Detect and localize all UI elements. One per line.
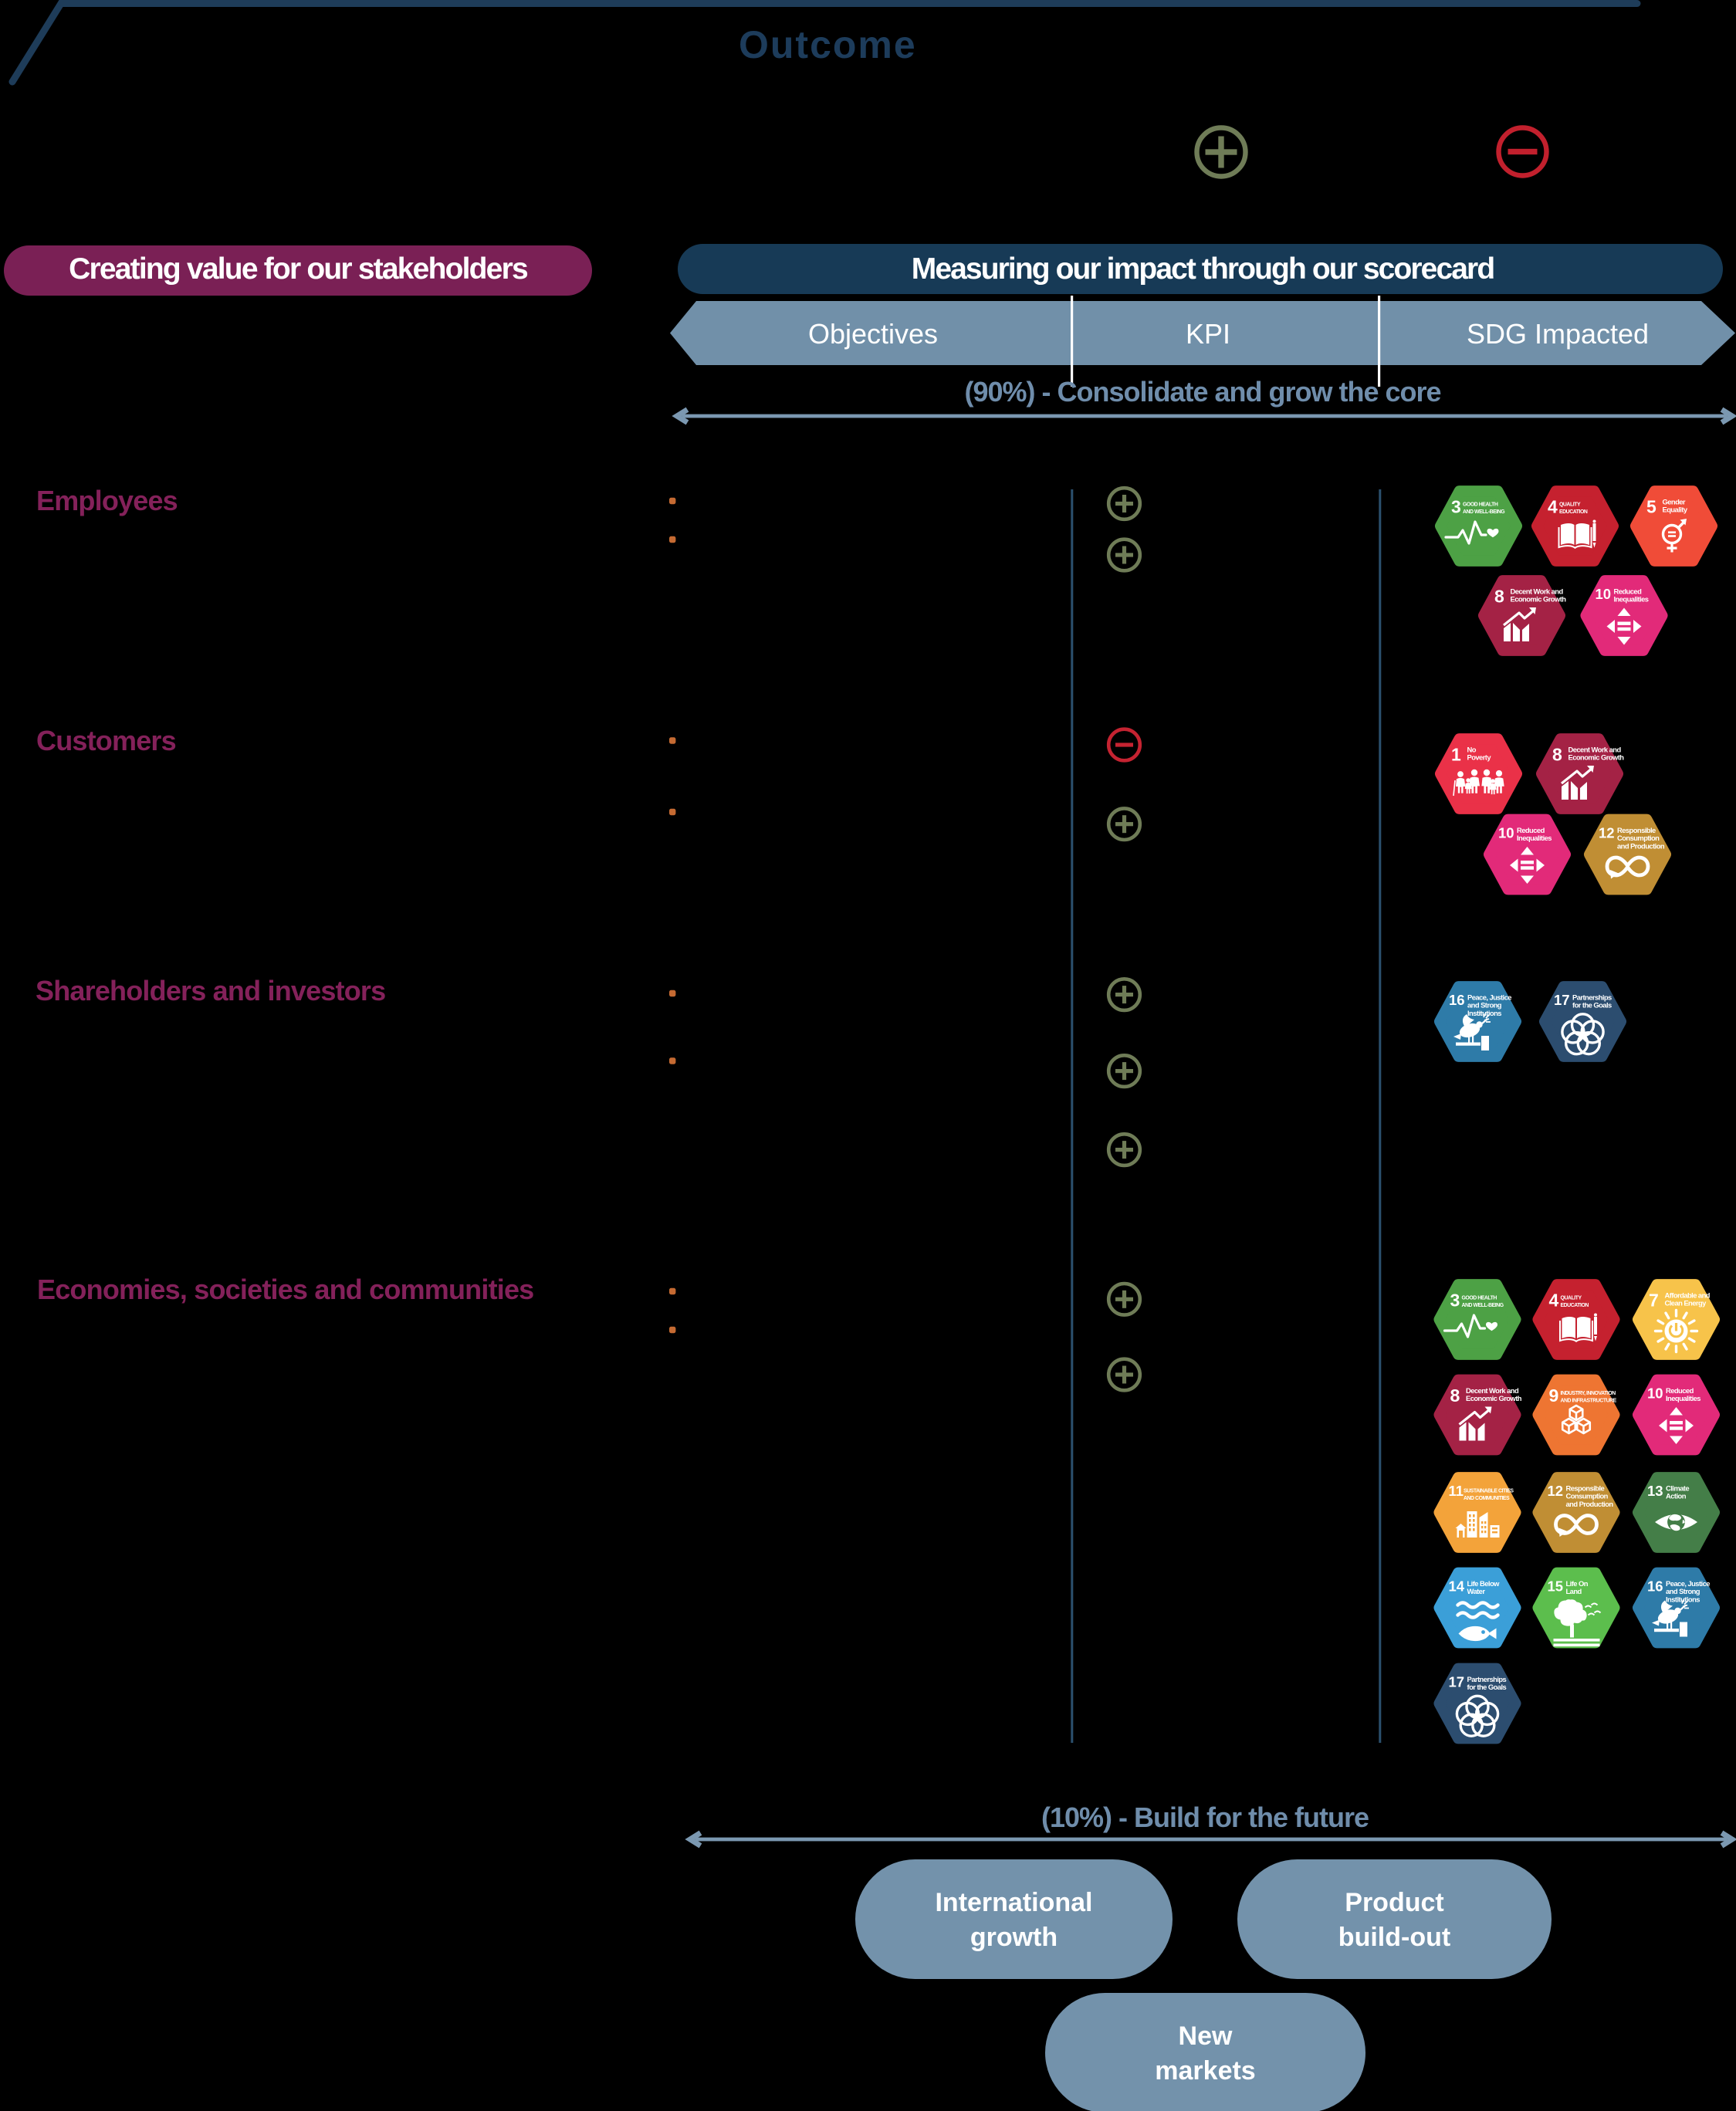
svg-text:Peace, Justice: Peace, Justice bbox=[1467, 993, 1511, 1002]
svg-text:Product: Product bbox=[1345, 1888, 1443, 1917]
svg-text:and Strong: and Strong bbox=[1666, 1587, 1700, 1595]
svg-text:Economic Growth: Economic Growth bbox=[1466, 1394, 1522, 1402]
svg-text:15: 15 bbox=[1548, 1578, 1564, 1595]
svg-text:5: 5 bbox=[1646, 497, 1656, 517]
svg-text:10: 10 bbox=[1498, 825, 1514, 841]
svg-text:(10%) - Build for the future: (10%) - Build for the future bbox=[1041, 1801, 1369, 1833]
svg-text:Customers: Customers bbox=[36, 725, 176, 756]
svg-text:8: 8 bbox=[1552, 745, 1562, 765]
svg-text:and Production: and Production bbox=[1617, 841, 1665, 850]
svg-text:Institutions: Institutions bbox=[1666, 1595, 1700, 1603]
svg-text:Inequalities: Inequalities bbox=[1666, 1394, 1700, 1402]
svg-text:Economic Growth: Economic Growth bbox=[1511, 595, 1567, 604]
svg-text:Inequalities: Inequalities bbox=[1517, 834, 1552, 842]
svg-text:Employees: Employees bbox=[36, 485, 178, 516]
svg-text:INDUSTRY, INNOVATION: INDUSTRY, INNOVATION bbox=[1561, 1391, 1616, 1396]
svg-text:Responsible: Responsible bbox=[1566, 1484, 1605, 1493]
svg-text:16: 16 bbox=[1449, 992, 1465, 1008]
svg-text:New: New bbox=[1179, 2021, 1233, 2051]
svg-text:SUSTAINABLE CITIES: SUSTAINABLE CITIES bbox=[1464, 1489, 1514, 1494]
svg-text:10: 10 bbox=[1596, 586, 1612, 602]
svg-text:and Production: and Production bbox=[1566, 1500, 1614, 1508]
svg-text:Reduced: Reduced bbox=[1666, 1386, 1694, 1395]
svg-text:GOOD HEALTH: GOOD HEALTH bbox=[1462, 1296, 1497, 1301]
svg-text:3: 3 bbox=[1450, 1291, 1460, 1311]
svg-text:Responsible: Responsible bbox=[1617, 826, 1656, 834]
svg-text:and Strong: and Strong bbox=[1467, 1001, 1502, 1010]
svg-text:for the Goals: for the Goals bbox=[1467, 1683, 1507, 1691]
svg-text:17: 17 bbox=[1554, 992, 1570, 1008]
svg-text:3: 3 bbox=[1451, 497, 1461, 517]
svg-text:16: 16 bbox=[1647, 1578, 1663, 1595]
svg-text:Affordable and: Affordable and bbox=[1665, 1291, 1711, 1300]
svg-text:13: 13 bbox=[1647, 1483, 1663, 1499]
svg-text:Gender: Gender bbox=[1663, 498, 1686, 506]
svg-text:11: 11 bbox=[1449, 1483, 1464, 1499]
svg-text:12: 12 bbox=[1599, 825, 1615, 841]
svg-text:Outcome: Outcome bbox=[739, 23, 917, 66]
svg-text:(90%) - Consolidate and grow t: (90%) - Consolidate and grow the core bbox=[964, 376, 1440, 408]
svg-text:1: 1 bbox=[1451, 745, 1461, 765]
svg-text:7: 7 bbox=[1649, 1291, 1659, 1311]
svg-text:EDUCATION: EDUCATION bbox=[1559, 509, 1588, 515]
svg-text:No: No bbox=[1467, 746, 1477, 754]
svg-text:Equality: Equality bbox=[1663, 506, 1688, 514]
svg-text:Reduced: Reduced bbox=[1614, 587, 1643, 596]
svg-text:4: 4 bbox=[1549, 1291, 1559, 1311]
svg-text:9: 9 bbox=[1549, 1385, 1559, 1406]
svg-text:KPI: KPI bbox=[1186, 318, 1230, 350]
svg-text:for the Goals: for the Goals bbox=[1572, 1001, 1612, 1010]
svg-text:markets: markets bbox=[1155, 2056, 1255, 2086]
svg-text:build-out: build-out bbox=[1338, 1923, 1450, 1952]
svg-text:Economies, societies and commu: Economies, societies and communities bbox=[37, 1274, 533, 1305]
svg-text:Measuring our impact through o: Measuring our impact through our scoreca… bbox=[912, 252, 1494, 286]
svg-text:12: 12 bbox=[1548, 1483, 1564, 1499]
svg-text:Consumption: Consumption bbox=[1566, 1492, 1609, 1500]
svg-text:AND INFRASTRUCTURE: AND INFRASTRUCTURE bbox=[1561, 1398, 1617, 1403]
svg-text:Peace, Justice: Peace, Justice bbox=[1666, 1579, 1710, 1588]
svg-text:Partnerships: Partnerships bbox=[1572, 993, 1612, 1002]
svg-text:Clean Energy: Clean Energy bbox=[1665, 1299, 1707, 1308]
svg-text:International: International bbox=[935, 1888, 1092, 1917]
svg-text:Creating value for our stakeho: Creating value for our stakeholders bbox=[69, 252, 528, 286]
svg-text:Land: Land bbox=[1566, 1587, 1582, 1595]
svg-text:AND WELL-BEING: AND WELL-BEING bbox=[1462, 1303, 1504, 1308]
svg-text:AND COMMUNITIES: AND COMMUNITIES bbox=[1464, 1496, 1510, 1501]
svg-text:10: 10 bbox=[1647, 1385, 1663, 1402]
svg-text:SDG Impacted: SDG Impacted bbox=[1467, 318, 1649, 350]
svg-text:Partnerships: Partnerships bbox=[1467, 1675, 1507, 1683]
svg-text:Institutions: Institutions bbox=[1467, 1009, 1501, 1017]
svg-text:Decent Work and: Decent Work and bbox=[1511, 587, 1564, 596]
svg-text:Life Below: Life Below bbox=[1467, 1579, 1501, 1588]
svg-text:Water: Water bbox=[1467, 1587, 1486, 1595]
svg-text:Climate: Climate bbox=[1666, 1484, 1689, 1493]
svg-text:growth: growth bbox=[970, 1923, 1058, 1952]
svg-text:Economic Growth: Economic Growth bbox=[1568, 753, 1625, 762]
svg-text:GOOD HEALTH: GOOD HEALTH bbox=[1463, 502, 1498, 508]
svg-text:4: 4 bbox=[1548, 497, 1558, 517]
svg-text:Poverty: Poverty bbox=[1467, 753, 1492, 762]
svg-text:14: 14 bbox=[1449, 1578, 1465, 1595]
svg-text:Shareholders and investors: Shareholders and investors bbox=[36, 975, 385, 1006]
svg-text:Life On: Life On bbox=[1566, 1579, 1589, 1588]
svg-text:AND WELL-BEING: AND WELL-BEING bbox=[1463, 509, 1504, 515]
svg-text:QUALITY: QUALITY bbox=[1559, 502, 1581, 508]
svg-text:Action: Action bbox=[1666, 1492, 1687, 1500]
svg-text:Inequalities: Inequalities bbox=[1614, 595, 1649, 604]
svg-text:Objectives: Objectives bbox=[808, 318, 938, 350]
svg-text:Decent Work and: Decent Work and bbox=[1466, 1386, 1519, 1395]
svg-text:EDUCATION: EDUCATION bbox=[1561, 1303, 1589, 1308]
svg-text:Reduced: Reduced bbox=[1517, 826, 1545, 834]
svg-text:8: 8 bbox=[1494, 587, 1504, 607]
svg-text:8: 8 bbox=[1450, 1385, 1460, 1406]
svg-text:QUALITY: QUALITY bbox=[1561, 1296, 1582, 1301]
svg-text:Consumption: Consumption bbox=[1617, 834, 1660, 842]
svg-text:17: 17 bbox=[1449, 1674, 1465, 1690]
svg-text:Decent Work and: Decent Work and bbox=[1568, 746, 1622, 754]
